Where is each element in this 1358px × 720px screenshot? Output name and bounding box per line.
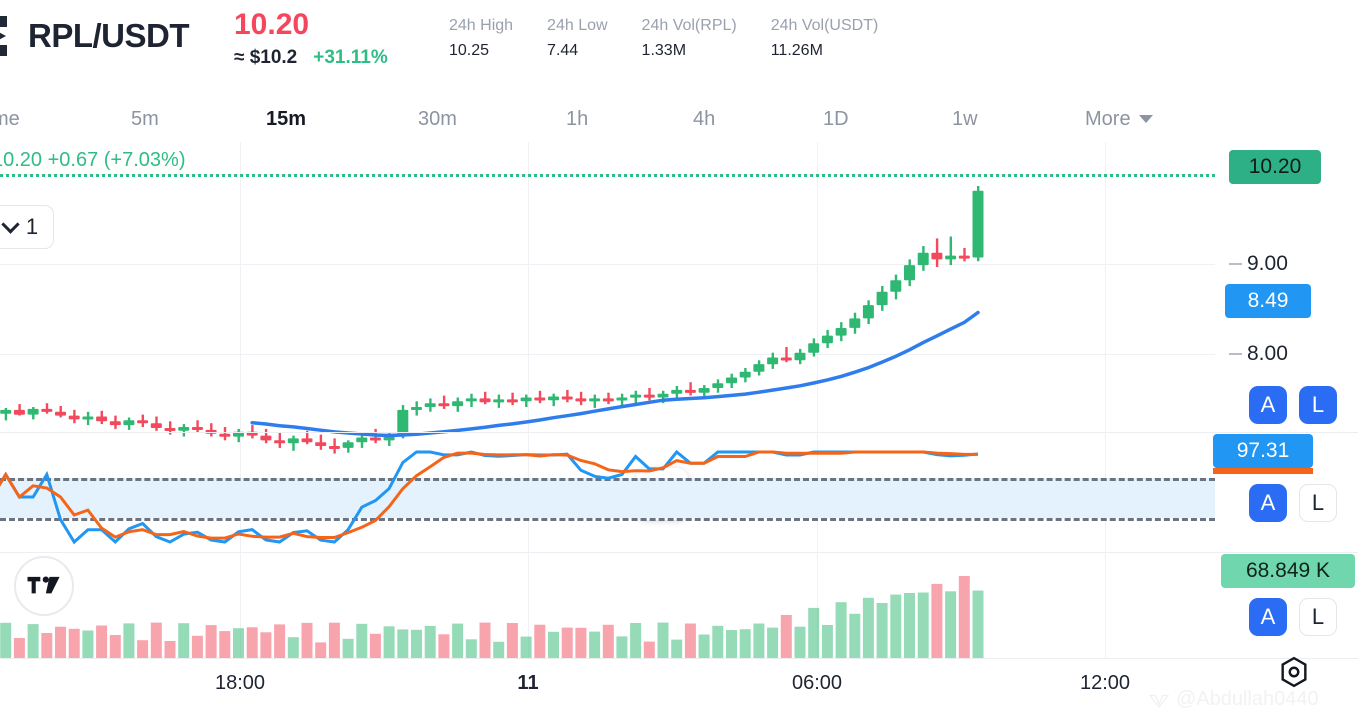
stat-24h-low: 24h Low 7.44 (547, 14, 608, 64)
volume-panel[interactable] (0, 554, 1215, 658)
indicator-axis[interactable]: 97.31 A L (1213, 434, 1358, 552)
tab-30m[interactable]: 30m (418, 96, 457, 142)
volume-axis-log-toggle[interactable]: L (1299, 598, 1337, 636)
interval-value: 1 (25, 214, 39, 239)
usd-approx-price: ≈ $10.2 (234, 47, 298, 68)
time-axis[interactable]: 18:00 11 06:00 12:00 (0, 658, 1358, 720)
stat-value: 7.44 (547, 41, 579, 59)
chart-legend: 10.20 +0.67 (+7.03%) (0, 149, 186, 171)
indicator-axis-auto-toggle[interactable]: A (1249, 484, 1287, 522)
time-tick-label: 06:00 (791, 672, 843, 694)
stat-label: 24h Vol(RPL) (641, 17, 737, 34)
interval-stepper[interactable]: 1 (0, 205, 54, 249)
axis-tick (1229, 353, 1242, 355)
gridline (0, 264, 1215, 265)
indicator-line-marker (1213, 468, 1313, 474)
stat-value: 11.26M (770, 41, 823, 59)
axis-tick (1229, 263, 1242, 265)
price-axis-log-toggle[interactable]: L (1299, 386, 1337, 424)
tab-15m[interactable]: 15m (266, 96, 306, 142)
market-stats: 24h High 10.25 24h Low 7.44 24h Vol(RPL)… (449, 14, 912, 64)
tab-time[interactable]: me (0, 96, 20, 142)
time-tick-label: 11 (517, 672, 539, 694)
volume-value-badge: 68.849 K (1221, 554, 1355, 588)
chevron-down-icon (1138, 115, 1153, 123)
gridline (1105, 142, 1106, 658)
price-block: 10.20 ≈ $10.2 +31.11% (234, 8, 388, 69)
ma-value-badge: 8.49 (1225, 284, 1311, 318)
tab-5m[interactable]: 5m (131, 96, 159, 142)
page-title[interactable]: RPL/USDT (28, 17, 190, 54)
tab-label: 1D (823, 107, 849, 130)
tab-label: 4h (693, 107, 716, 130)
tab-label: 15m (266, 107, 307, 130)
candlestick-series (0, 186, 984, 454)
price-change-percent: +31.11% (313, 47, 388, 68)
tradingview-logo-icon[interactable] (14, 556, 74, 616)
pair-title-group: RPL/USDT (0, 14, 190, 58)
price-axis-auto-toggle[interactable]: A (1249, 386, 1287, 424)
tab-label: 5m (131, 107, 159, 130)
stat-24h-high: 24h High 10.25 (449, 14, 513, 64)
stat-24h-vol-quote: 24h Vol(USDT) 11.26M (771, 14, 879, 64)
stat-label: 24h High (449, 17, 514, 34)
volume-axis-auto-toggle[interactable]: A (1249, 598, 1287, 636)
stat-24h-vol-base: 24h Vol(RPL) 1.33M (642, 14, 737, 64)
tab-4h[interactable]: 4h (693, 96, 715, 142)
indicator-band-fill (0, 478, 1215, 518)
star-flag-icon[interactable] (0, 14, 14, 58)
stat-label: 24h Vol(USDT) (770, 17, 879, 34)
tab-1h[interactable]: 1h (566, 96, 588, 142)
stoch-rsi-panel[interactable] (0, 434, 1215, 552)
chart-container[interactable]: 10.20 +0.67 (+7.03%) 1 10.00 9. (0, 142, 1358, 720)
hex-settings-icon[interactable] (1277, 655, 1311, 689)
tab-more[interactable]: More (1085, 96, 1153, 142)
price-axis[interactable]: 10.00 9.00 8.00 10.20 8.49 A L (1215, 142, 1358, 658)
time-tick-label: 12:00 (1079, 672, 1131, 694)
indicator-lines (0, 449, 979, 545)
watermark-text: @Abdullah0440 (1176, 688, 1319, 710)
axis-label: 9.00 (1247, 252, 1288, 275)
volume-axis[interactable]: 68.849 K A L (1215, 554, 1358, 658)
tab-label: 1h (566, 107, 589, 130)
ticker-header: RPL/USDT 10.20 ≈ $10.2 +31.11% 24h High … (0, 0, 1358, 96)
tab-label: More (1085, 107, 1131, 130)
gridline (240, 142, 241, 658)
time-tick-label: 18:00 (214, 672, 266, 694)
watermark: @Abdullah0440 (1148, 688, 1319, 711)
tab-1d[interactable]: 1D (823, 96, 849, 142)
timeframe-tabbar: me 5m 15m 30m 1h 4h 1D 1w More (0, 96, 1358, 142)
tab-label: me (0, 107, 20, 130)
panel-divider (0, 552, 1358, 553)
tab-label: 30m (418, 107, 457, 130)
oversold-band-line (0, 518, 1215, 521)
tab-label: 1w (952, 107, 978, 130)
stat-value: 10.25 (449, 41, 490, 59)
diamond-logo-icon (1148, 694, 1170, 708)
stat-value: 1.33M (641, 41, 687, 59)
stat-label: 24h Low (547, 17, 608, 34)
tab-1w[interactable]: 1w (952, 96, 978, 142)
current-price-badge: 10.20 (1229, 150, 1321, 184)
volume-bars (0, 576, 984, 658)
axis-label: 8.00 (1247, 342, 1288, 365)
panel-divider (0, 432, 1358, 433)
last-price: 10.20 (234, 8, 310, 41)
current-price-dotted-line (0, 174, 1215, 177)
panel-divider (0, 658, 1358, 659)
indicator-axis-log-toggle[interactable]: L (1299, 484, 1337, 522)
indicator-value-badge: 97.31 (1213, 434, 1313, 468)
